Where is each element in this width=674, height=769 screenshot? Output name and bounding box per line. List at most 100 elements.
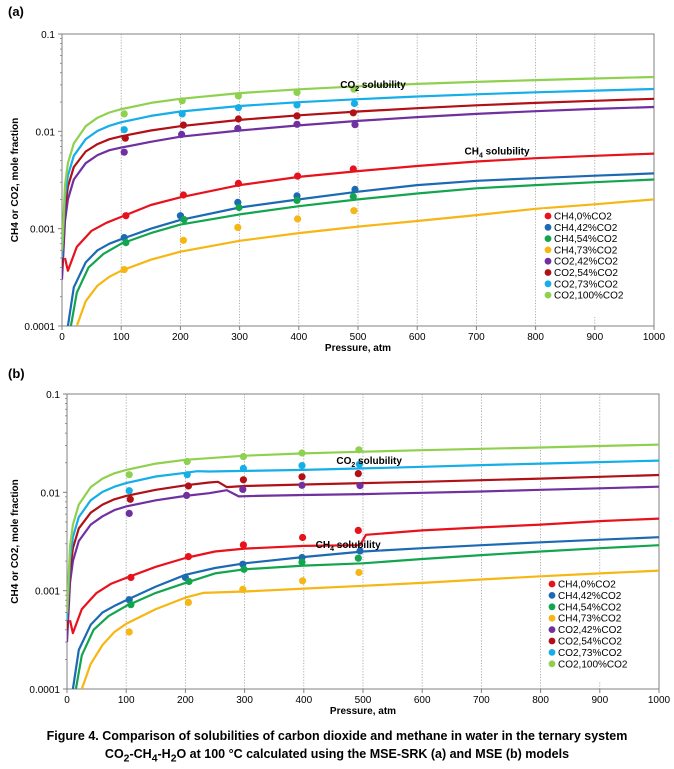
data-point bbox=[235, 203, 243, 212]
data-point bbox=[239, 541, 247, 549]
annotation-part: solubility bbox=[483, 146, 530, 157]
data-point bbox=[356, 547, 364, 555]
series-curve-ch4-73-co2 bbox=[75, 198, 654, 326]
y-tick-label: 0.01 bbox=[36, 127, 56, 138]
x-tick-label: 800 bbox=[527, 332, 544, 343]
data-point bbox=[234, 115, 242, 123]
legend-label: CH4,54%CO2 bbox=[558, 602, 622, 613]
data-point bbox=[184, 598, 192, 607]
data-point bbox=[298, 449, 306, 457]
series-curve-ch4-0-co2 bbox=[63, 152, 654, 272]
data-point bbox=[351, 121, 359, 129]
x-tick-label: 1000 bbox=[643, 332, 666, 343]
legend-box bbox=[542, 209, 650, 317]
data-point bbox=[239, 585, 247, 594]
data-point bbox=[121, 134, 129, 142]
data-point bbox=[122, 212, 130, 220]
y-axis-title: CH4 or CO2, mole fraction bbox=[10, 118, 21, 242]
data-point bbox=[125, 471, 133, 479]
x-tick-label: 700 bbox=[473, 695, 490, 706]
legend-label: CO2,54%CO2 bbox=[554, 268, 618, 279]
data-point bbox=[294, 172, 302, 180]
legend-label: CO2,100%CO2 bbox=[558, 659, 628, 670]
y-tick-label: 0.1 bbox=[41, 30, 55, 41]
series-curve-co2-54-co2 bbox=[62, 97, 654, 268]
legend-marker bbox=[544, 280, 552, 288]
series-curve-ch4-0-co2 bbox=[68, 517, 659, 635]
legend-label: CO2,73%CO2 bbox=[558, 648, 622, 659]
annotation-sub: 2 bbox=[351, 462, 355, 469]
legend-label: CH4,0%CO2 bbox=[554, 212, 612, 223]
chart-panel-a: (a) 0 100 200 300 400 500 600 700 800 900 1000 0.000… bbox=[8, 4, 666, 354]
panel-label: (b) bbox=[8, 366, 25, 381]
data-point bbox=[183, 471, 191, 479]
x-tick-label: 600 bbox=[414, 695, 431, 706]
data-point bbox=[122, 239, 130, 247]
figure-caption: Figure 4. Comparison of solubilities of … bbox=[0, 727, 674, 769]
legend-marker bbox=[548, 637, 556, 645]
x-tick-label: 100 bbox=[118, 695, 135, 706]
data-point bbox=[127, 573, 135, 582]
data-point bbox=[298, 481, 306, 489]
caption-part: O at 100 °C calculated using the MSE-SRK… bbox=[176, 747, 570, 761]
x-tick-label: 400 bbox=[290, 332, 307, 343]
data-point bbox=[183, 457, 191, 466]
x-tick-label: 0 bbox=[64, 695, 70, 706]
data-point bbox=[125, 487, 133, 495]
data-point bbox=[356, 482, 364, 490]
caption-sub: 2 bbox=[123, 753, 130, 765]
series-curve-ch4-54-co2 bbox=[74, 544, 659, 689]
x-tick-label: 300 bbox=[236, 695, 253, 706]
panel-label: (a) bbox=[8, 4, 24, 19]
y-tick-label: 0.0001 bbox=[24, 322, 55, 333]
legend-marker bbox=[548, 580, 556, 588]
legend-marker bbox=[544, 246, 552, 254]
legend-label: CH4,42%CO2 bbox=[558, 591, 622, 602]
data-point bbox=[234, 104, 242, 112]
legend-label: CO2,54%CO2 bbox=[558, 637, 622, 648]
annotation-sub: 4 bbox=[479, 152, 483, 159]
data-point bbox=[355, 460, 363, 468]
legend-label: CH4,42%CO2 bbox=[554, 223, 618, 234]
figure: (a)0 100 200 300 400 500 600 700 800 900 10000.000… bbox=[8, 4, 671, 717]
legend-marker bbox=[548, 660, 556, 668]
data-point bbox=[185, 577, 193, 586]
data-point bbox=[298, 462, 306, 470]
data-point bbox=[125, 628, 133, 636]
x-axis-title: Pressure, atm bbox=[330, 706, 396, 717]
data-point bbox=[234, 223, 242, 231]
legend-label: CO2,73%CO2 bbox=[554, 279, 618, 290]
legend: CH4,0%CO2CH4,42%CO2CH4,54%CO2CH4,73%CO2C… bbox=[542, 209, 650, 317]
data-point bbox=[355, 568, 363, 577]
data-point bbox=[298, 473, 306, 481]
caption-part: -CH bbox=[129, 747, 152, 761]
data-point bbox=[179, 121, 187, 129]
data-point bbox=[299, 577, 307, 585]
data-point bbox=[234, 92, 242, 100]
annotation-part: CH bbox=[465, 146, 479, 157]
x-tick-label: 700 bbox=[468, 332, 485, 343]
caption-part: CO bbox=[104, 747, 124, 761]
data-point bbox=[184, 482, 192, 490]
data-point bbox=[354, 526, 362, 535]
data-point bbox=[178, 110, 186, 118]
x-tick-label: 100 bbox=[113, 332, 130, 343]
legend-marker bbox=[548, 614, 556, 622]
solubility-annotation: CH4 solubility bbox=[316, 540, 381, 553]
data-point bbox=[349, 192, 357, 201]
legend-label: CO2,42%CO2 bbox=[558, 625, 622, 636]
x-tick-label: 600 bbox=[409, 332, 426, 343]
caption-sub: 4 bbox=[151, 753, 158, 765]
data-point bbox=[125, 509, 133, 517]
caption-part: -H bbox=[157, 747, 171, 761]
legend-box bbox=[546, 577, 654, 681]
legend-marker bbox=[544, 269, 552, 276]
x-tick-label: 800 bbox=[532, 695, 549, 706]
legend-marker bbox=[544, 212, 552, 220]
data-point bbox=[178, 97, 186, 105]
data-point bbox=[234, 124, 242, 133]
data-point bbox=[349, 109, 357, 117]
data-point bbox=[293, 101, 301, 109]
legend-label: CH4,0%CO2 bbox=[558, 580, 616, 591]
annotation-part: CH bbox=[316, 540, 330, 551]
